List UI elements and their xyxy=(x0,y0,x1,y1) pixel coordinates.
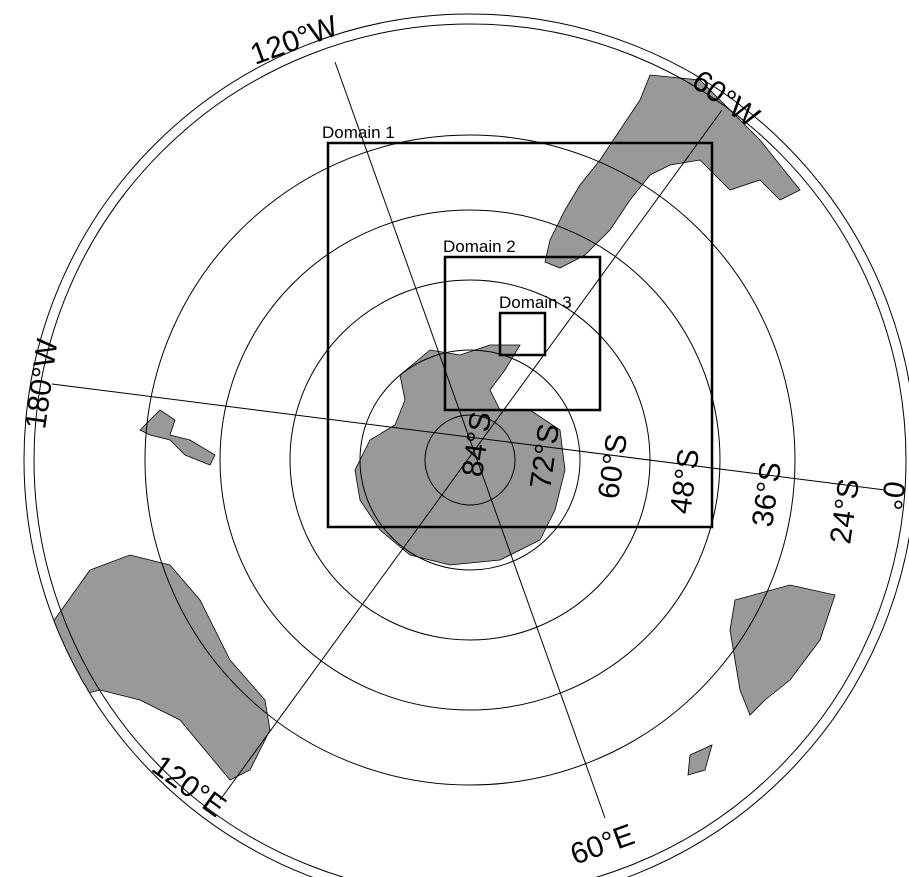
domain-label: Domain 3 xyxy=(499,293,572,312)
lat-label: 60°S xyxy=(592,432,634,501)
outer-border xyxy=(33,23,907,877)
madagascar xyxy=(687,744,713,776)
domain-box xyxy=(498,311,547,357)
new-zealand xyxy=(139,409,216,466)
meridian xyxy=(334,61,606,819)
lat-label: 48°S xyxy=(664,447,706,516)
australia xyxy=(39,554,271,781)
lon-label: 60°E xyxy=(566,818,639,871)
africa xyxy=(729,584,836,716)
graticule xyxy=(23,13,909,877)
meridian xyxy=(219,109,723,801)
domain-box xyxy=(443,255,602,412)
south-america xyxy=(544,74,801,269)
lon-label: 120°W xyxy=(246,9,343,71)
domain-label: Domain 1 xyxy=(322,123,395,142)
land xyxy=(39,74,836,781)
latitude-circle xyxy=(144,134,796,786)
latitude-circle xyxy=(424,414,516,506)
lon-label: 180°W xyxy=(19,336,64,431)
latitude-circle xyxy=(359,349,581,571)
domains: Domain 1 Domain 2 Domain 3 xyxy=(322,123,714,529)
lat-label: 24°S xyxy=(824,477,866,546)
domain-box xyxy=(326,141,714,529)
lon-label: 0° xyxy=(874,479,909,512)
lat-label: 36°S xyxy=(746,460,788,529)
latitude-circle xyxy=(219,209,721,711)
domain-label: Domain 2 xyxy=(443,237,516,256)
outer-border xyxy=(23,13,909,877)
